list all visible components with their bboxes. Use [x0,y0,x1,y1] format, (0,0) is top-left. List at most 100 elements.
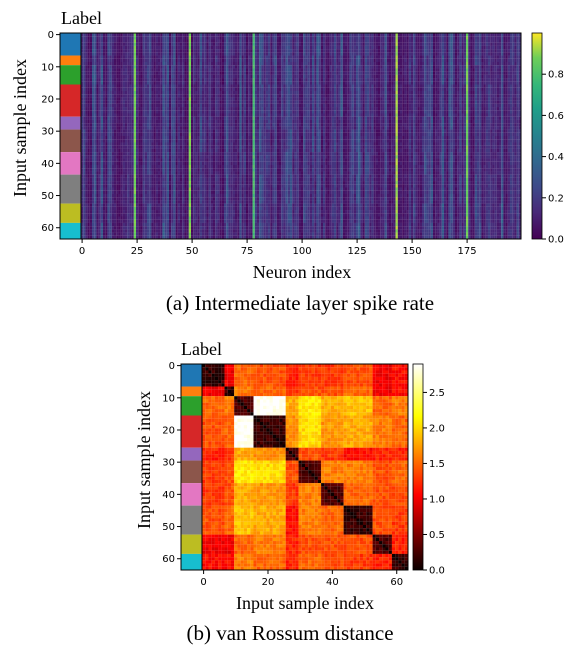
panel-a-cell [158,65,160,68]
panel-a-cell [99,213,101,216]
panel-a-cell [105,188,107,191]
panel-a-cell [178,175,180,178]
panel-a-cell [215,62,217,65]
panel-a-cell [147,139,149,142]
panel-a-cell [169,68,171,71]
panel-a-cell [114,36,116,39]
panel-a-cell [149,210,151,213]
panel-a-cell [231,142,233,145]
panel-a-cell [162,188,164,191]
panel-a-cell [173,207,175,210]
panel-a-cell [85,233,87,236]
panel-a-cell [193,65,195,68]
panel-a-cell [96,194,98,197]
panel-a-cell [143,52,145,55]
panel-a-cell [92,207,94,210]
panel-a-cell [228,155,230,158]
panel-a-cell [94,178,96,181]
panel-a-cell [149,72,151,75]
panel-a-cell [107,146,109,149]
panel-a-cell [248,85,250,88]
panel-a-cell [169,52,171,55]
panel-a-cell [92,204,94,207]
panel-a-cell [156,171,158,174]
panel-a-cell [138,110,140,113]
panel-a-cell [250,59,252,62]
panel-a-cell [204,171,206,174]
panel-a-cell [237,65,239,68]
panel-a-cell [193,200,195,203]
panel-a-cell [173,155,175,158]
panel-a-cell [222,233,224,236]
panel-a-cell [94,110,96,113]
panel-a-cell [85,52,87,55]
panel-a-cell [123,149,125,152]
panel-a-cell [182,200,184,203]
panel-a-cell [85,68,87,71]
panel-a-cell [103,175,105,178]
panel-a-cell [140,210,142,213]
panel-a-cell [121,136,123,139]
panel-a-cell [83,207,85,210]
panel-a-cell [228,178,230,181]
panel-a-cell [160,146,162,149]
panel-a-cell [231,123,233,126]
panel-a-cell [145,171,147,174]
panel-a-cell [132,159,134,162]
panel-a-cell [182,194,184,197]
panel-a-cell [127,200,129,203]
panel-a-cell [129,155,131,158]
panel-a-cell [235,146,237,149]
panel-a-cell [103,113,105,116]
panel-a-cell [206,210,208,213]
panel-a-cell [246,113,248,116]
panel-a-cell [220,52,222,55]
panel-a-cell [173,91,175,94]
panel-a-cell [184,43,186,46]
panel-a-cell [154,155,156,158]
panel-a-cell [195,168,197,171]
panel-a-cell [204,68,206,71]
panel-a-cell [173,168,175,171]
panel-a-cell [217,188,219,191]
panel-a-cell [226,204,228,207]
panel-a-cell [114,113,116,116]
panel-a-cell [209,229,211,232]
panel-a-cell [231,165,233,168]
panel-a-cell [209,178,211,181]
panel-a-cell [136,191,138,194]
panel-a-cell [237,223,239,226]
panel-a-cell [202,184,204,187]
panel-a-cell [189,142,191,145]
panel-a-cell [173,197,175,200]
panel-a-cell [160,94,162,97]
panel-a-cell [101,110,103,113]
panel-a-cell [169,120,171,123]
panel-a-cell [209,162,211,165]
panel-a-cell [99,126,101,129]
panel-a-cell [105,81,107,84]
panel-a-cell [165,226,167,229]
panel-a-cell [165,107,167,110]
panel-a-cell [132,39,134,42]
panel-a-cell [96,197,98,200]
panel-a-cell [213,216,215,219]
panel-a-cell [250,139,252,142]
panel-a-cell [114,68,116,71]
panel-a-cell [250,123,252,126]
panel-a-cell [116,36,118,39]
panel-a-cell [211,117,213,120]
panel-a-cell [101,204,103,207]
panel-a-cell [209,88,211,91]
panel-a-cell [222,52,224,55]
panel-a-cell [173,52,175,55]
panel-a-cell [173,184,175,187]
panel-a-cell [235,72,237,75]
panel-a-cell [187,56,189,59]
panel-a-cell [127,152,129,155]
panel-a-cell [215,184,217,187]
panel-a-cell [92,136,94,139]
panel-a-cell [114,159,116,162]
panel-a-cell [151,78,153,81]
panel-a-cell [88,181,90,184]
